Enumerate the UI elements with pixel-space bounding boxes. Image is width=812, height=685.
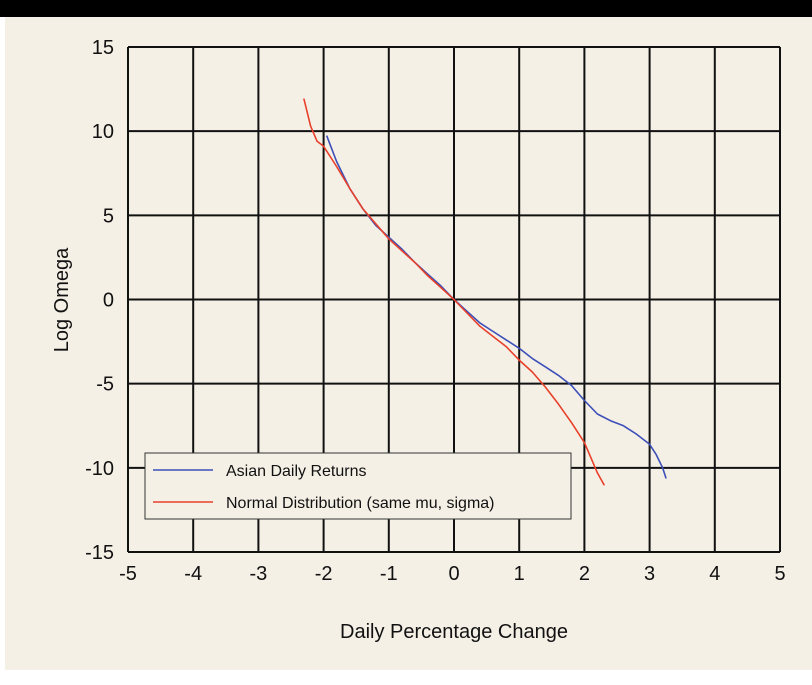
x-tick-label-5: 0 — [448, 563, 459, 585]
x-tick-label-10: 5 — [774, 563, 785, 585]
top-black-bar — [0, 0, 812, 17]
x-tick-label-7: 2 — [579, 563, 590, 585]
series-lines — [303, 98, 667, 486]
legend-label-asian: Asian Daily Returns — [226, 463, 367, 480]
legend-box — [144, 452, 572, 520]
chart-panel — [5, 17, 812, 670]
x-tick-label-0: -5 — [119, 563, 137, 585]
x-tick-label-4: -1 — [380, 563, 398, 585]
x-tick-label-8: 3 — [644, 563, 655, 585]
y-tick-label-6: -15 — [85, 542, 114, 564]
y-tick-label-1: 10 — [92, 121, 114, 143]
legend-label-normal: Normal Distribution (same mu, sigma) — [226, 495, 495, 512]
x-tick-label-3: -2 — [315, 563, 333, 585]
legend: Asian Daily Returns Normal Distribution … — [144, 452, 572, 520]
x-tick-label-6: 1 — [514, 563, 525, 585]
series-line-0 — [326, 135, 667, 479]
y-axis-label: Log Omega — [51, 247, 73, 352]
y-tick-label-2: 5 — [103, 205, 114, 227]
x-tick-label-9: 4 — [709, 563, 720, 585]
y-tick-label-4: -5 — [96, 374, 114, 396]
x-tick-label-1: -4 — [184, 563, 202, 585]
series-line-1 — [303, 98, 605, 486]
y-tick-label-3: 0 — [103, 290, 114, 312]
x-tick-label-2: -3 — [250, 563, 268, 585]
y-tick-label-0: 15 — [92, 37, 114, 59]
x-axis-label: Daily Percentage Change — [340, 621, 568, 643]
y-tick-label-5: -10 — [85, 458, 114, 480]
